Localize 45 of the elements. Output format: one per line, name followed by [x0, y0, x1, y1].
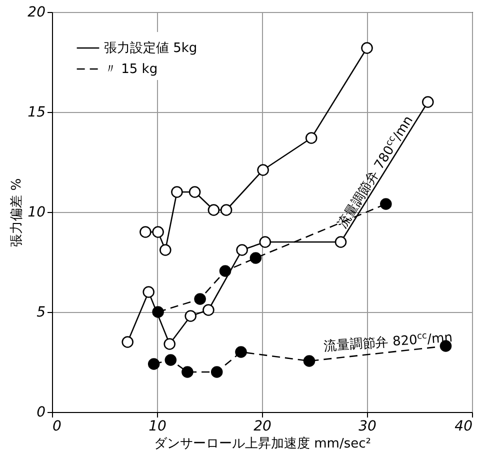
- point: [210, 366, 223, 378]
- point: [334, 236, 347, 248]
- point: [236, 244, 248, 256]
- point: [142, 286, 154, 298]
- point: [171, 186, 183, 198]
- annotation: 流量調節弁 820$^{cc}$/mn: [323, 330, 453, 354]
- point: [140, 226, 152, 238]
- point: [257, 164, 269, 176]
- x-axis-title: ダンサーロール上昇加速度 mm/sec²: [154, 436, 371, 452]
- point: [160, 244, 172, 256]
- point: [361, 42, 373, 54]
- y-tick-label: 15: [28, 104, 46, 120]
- x-tick-label: 10: [148, 418, 166, 434]
- point: [184, 310, 196, 322]
- point: [380, 198, 392, 210]
- point: [194, 293, 206, 305]
- point: [305, 132, 318, 144]
- point: [164, 338, 176, 350]
- x-tick-label: 0: [52, 418, 62, 434]
- y-tick-label: 10: [28, 204, 46, 220]
- y-tick-label: 5: [36, 304, 46, 320]
- point: [188, 186, 201, 198]
- point: [202, 304, 214, 316]
- legend-label: 張力設定値 5kg: [104, 41, 198, 56]
- point: [152, 226, 164, 238]
- legend-label: 〃 15 kg: [104, 62, 158, 77]
- point: [122, 336, 134, 348]
- y-tick-label: 20: [28, 4, 46, 20]
- point: [219, 265, 232, 277]
- point: [250, 252, 262, 264]
- y-axis-title: 張力偏差 %: [10, 178, 25, 247]
- point: [259, 236, 272, 248]
- point: [422, 96, 434, 108]
- point: [208, 204, 220, 216]
- point: [164, 354, 177, 366]
- x-tick-label: 20: [254, 418, 272, 434]
- x-tick-label: 30: [358, 418, 376, 434]
- point: [235, 346, 247, 358]
- point: [152, 306, 164, 318]
- y-tick-label: 0: [36, 404, 46, 420]
- point: [182, 366, 194, 378]
- point: [303, 355, 316, 367]
- x-tick-label: 40: [454, 418, 473, 434]
- point: [220, 204, 232, 216]
- point: [148, 358, 160, 370]
